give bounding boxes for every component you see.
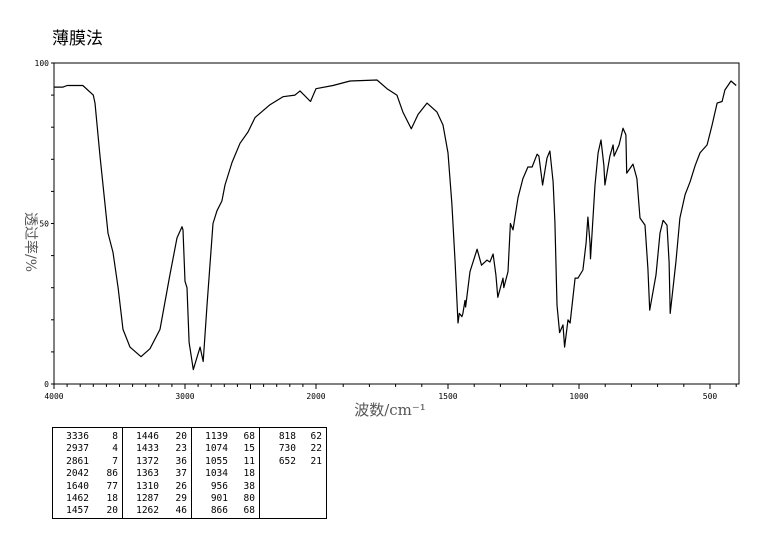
peak-transmittance: 20 xyxy=(106,505,118,517)
peak-transmittance: 62 xyxy=(310,431,322,442)
peak-row: 818 62 xyxy=(264,431,322,443)
peak-transmittance: 26 xyxy=(175,480,187,492)
peak-wavenumber: 818 xyxy=(278,431,296,442)
peak-transmittance: 7 xyxy=(112,455,118,467)
peak-row: 1640 77 xyxy=(57,481,118,493)
peak-table-column: 3336 8 2937 4 2861 7 2042 86 1640 77 1462 18 1457 20 xyxy=(53,428,123,518)
peak-wavenumber: 1034 xyxy=(205,468,228,480)
x-tick-label: 1000 xyxy=(569,392,588,401)
peak-row: 901 80 xyxy=(196,493,255,505)
peak-transmittance: 23 xyxy=(175,443,187,455)
y-tick-label: 0 xyxy=(44,380,49,389)
peak-row: 1433 23 xyxy=(127,443,187,455)
peak-transmittance: 68 xyxy=(243,431,255,442)
peak-wavenumber: 2861 xyxy=(66,455,89,467)
x-tick-label: 2000 xyxy=(306,392,325,401)
peak-wavenumber: 1433 xyxy=(136,443,159,455)
peak-row: 1446 20 xyxy=(127,431,187,443)
x-tick-label: 500 xyxy=(703,392,718,401)
peak-row: 866 68 xyxy=(196,505,255,517)
peak-transmittance: 18 xyxy=(243,468,255,480)
peak-wavenumber: 1055 xyxy=(205,455,228,467)
peak-row: 1287 29 xyxy=(127,493,187,505)
peak-row: 1074 15 xyxy=(196,443,255,455)
peak-row: 1055 11 xyxy=(196,456,255,468)
peak-table: 3336 8 2937 4 2861 7 2042 86 1640 77 1462 18 1457 20 1… xyxy=(52,427,327,519)
peak-row: 730 22 xyxy=(264,443,322,455)
peak-wavenumber: 1363 xyxy=(136,468,159,480)
peak-wavenumber: 1457 xyxy=(66,505,89,517)
peak-wavenumber: 1262 xyxy=(136,505,159,517)
spectrum-line xyxy=(54,79,737,371)
peak-wavenumber: 1139 xyxy=(205,431,228,442)
peak-wavenumber: 1462 xyxy=(66,493,89,505)
peak-transmittance: 29 xyxy=(175,493,187,505)
peak-wavenumber: 1074 xyxy=(205,443,228,455)
peak-transmittance: 4 xyxy=(112,443,118,455)
peak-wavenumber: 730 xyxy=(278,443,296,455)
peak-row: 2937 4 xyxy=(57,443,118,455)
y-tick-label: 50 xyxy=(39,220,49,229)
peak-wavenumber: 1640 xyxy=(66,480,89,492)
peak-row: 1310 26 xyxy=(127,481,187,493)
peak-row: 2861 7 xyxy=(57,456,118,468)
peak-row: 1363 37 xyxy=(127,468,187,480)
peak-transmittance: 46 xyxy=(175,505,187,517)
peak-row: 1462 18 xyxy=(57,493,118,505)
peak-transmittance: 11 xyxy=(243,455,255,467)
peak-wavenumber: 956 xyxy=(210,480,228,492)
peak-row: 1372 36 xyxy=(127,456,187,468)
x-axis-label: 波数/cm⁻¹ xyxy=(354,401,426,419)
peak-transmittance: 20 xyxy=(175,431,187,442)
peak-transmittance: 37 xyxy=(175,468,187,480)
peak-wavenumber: 1372 xyxy=(136,455,159,467)
peak-transmittance: 21 xyxy=(310,455,322,467)
peak-row: 956 38 xyxy=(196,481,255,493)
peak-transmittance: 38 xyxy=(243,480,255,492)
peak-wavenumber: 2937 xyxy=(66,443,89,455)
peak-row: 1034 18 xyxy=(196,468,255,480)
peak-row: 1139 68 xyxy=(196,431,255,443)
peak-transmittance: 18 xyxy=(106,493,118,505)
peak-transmittance: 77 xyxy=(106,480,118,492)
chart-title: 薄膜法 xyxy=(52,29,103,49)
peak-wavenumber: 3336 xyxy=(66,431,89,442)
peak-transmittance: 36 xyxy=(175,455,187,467)
peak-transmittance: 8 xyxy=(112,431,118,442)
x-tick-label: 4000 xyxy=(44,392,63,401)
x-tick-label: 3000 xyxy=(175,392,194,401)
peak-row: 1262 46 xyxy=(127,505,187,517)
peak-wavenumber: 652 xyxy=(278,455,296,467)
peak-row: 652 21 xyxy=(264,456,322,468)
peak-wavenumber: 1446 xyxy=(136,431,159,442)
x-tick-label: 1500 xyxy=(438,392,457,401)
peak-transmittance: 68 xyxy=(243,505,255,517)
y-axis-label: 透过率/% xyxy=(22,212,39,272)
peak-transmittance: 15 xyxy=(243,443,255,455)
peak-wavenumber: 1287 xyxy=(136,493,159,505)
peak-transmittance: 86 xyxy=(106,468,118,480)
peak-wavenumber: 1310 xyxy=(136,480,159,492)
peak-row: 1457 20 xyxy=(57,505,118,517)
peak-table-column: 818 62 730 22 652 21 xyxy=(260,428,326,518)
peak-transmittance: 22 xyxy=(310,443,322,455)
peak-wavenumber: 901 xyxy=(210,493,228,505)
y-tick-label: 100 xyxy=(35,59,50,68)
peak-table-column: 1446 20 1433 23 1372 36 1363 37 1310 26 1287 29 1262… xyxy=(123,428,192,518)
peak-table-column: 1139 68 1074 15 1055 11 1034 18 956 38 901 80 866 68 xyxy=(192,428,260,518)
peak-wavenumber: 2042 xyxy=(66,468,89,480)
peak-row: 2042 86 xyxy=(57,468,118,480)
peak-wavenumber: 866 xyxy=(210,505,228,517)
peak-transmittance: 80 xyxy=(243,493,255,505)
peak-row: 3336 8 xyxy=(57,431,118,443)
